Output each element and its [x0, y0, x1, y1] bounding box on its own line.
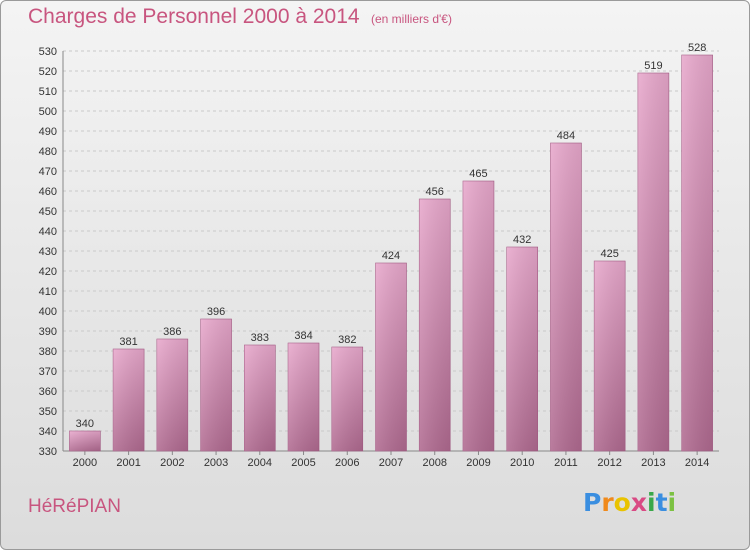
y-tick-label: 420 [39, 266, 57, 278]
logo-letter: i [667, 488, 677, 517]
proxiti-logo: Proxiti [583, 488, 676, 517]
x-tick-label: 2001 [116, 457, 140, 469]
y-tick-label: 440 [39, 226, 57, 238]
logo-letter: P [583, 488, 602, 517]
x-tick-label: 2003 [204, 457, 228, 469]
data-label: 425 [600, 248, 618, 260]
x-tick-label: 2008 [422, 457, 446, 469]
bar-shade [69, 431, 101, 451]
logo-letter: x [630, 488, 647, 517]
data-label: 396 [207, 306, 225, 318]
bar-shade [419, 199, 451, 451]
y-tick-label: 400 [39, 306, 57, 318]
y-tick-label: 450 [39, 206, 57, 218]
bar-shade [200, 319, 232, 451]
data-label: 340 [76, 418, 94, 430]
chart-title: Charges de Personnel 2000 à 2014 [28, 5, 360, 28]
x-tick-label: 2000 [73, 457, 97, 469]
data-label: 381 [119, 336, 137, 348]
data-label: 456 [426, 186, 444, 198]
x-tick-label: 2009 [466, 457, 490, 469]
data-label: 465 [469, 168, 487, 180]
x-tick-label: 2010 [510, 457, 534, 469]
x-tick-label: 2005 [291, 457, 315, 469]
bar-shade [550, 143, 582, 451]
commune-name: HéRéPIAN [28, 496, 121, 517]
y-tick-label: 480 [39, 146, 57, 158]
data-label: 519 [644, 60, 662, 72]
y-tick-label: 330 [39, 446, 57, 458]
x-tick-label: 2004 [248, 457, 272, 469]
logo-letter: t [655, 488, 668, 517]
bar-shade [156, 339, 188, 451]
data-label: 384 [294, 330, 312, 342]
logo-letter: i [647, 488, 656, 517]
y-tick-label: 350 [39, 406, 57, 418]
y-tick-label: 470 [39, 166, 57, 178]
data-label: 424 [382, 250, 400, 262]
bar-shade [375, 263, 407, 451]
y-tick-label: 360 [39, 386, 57, 398]
x-tick-label: 2012 [597, 457, 621, 469]
y-tick-label: 500 [39, 106, 57, 118]
logo-letter: o [613, 488, 631, 517]
y-tick-label: 490 [39, 126, 57, 138]
y-tick-label: 410 [39, 286, 57, 298]
x-tick-label: 2014 [685, 457, 709, 469]
y-tick-label: 510 [39, 86, 57, 98]
y-tick-label: 380 [39, 346, 57, 358]
y-tick-label: 370 [39, 366, 57, 378]
bar-shade [331, 347, 363, 451]
data-label: 528 [688, 42, 706, 54]
bar-shade [637, 73, 669, 451]
data-label: 386 [163, 326, 181, 338]
x-tick-label: 2013 [641, 457, 665, 469]
bar-shade [681, 55, 713, 451]
bar-shade [506, 247, 538, 451]
bar-shade [594, 261, 626, 451]
x-tick-label: 2007 [379, 457, 403, 469]
y-tick-label: 460 [39, 186, 57, 198]
y-tick-label: 390 [39, 326, 57, 338]
bar-shade [113, 349, 145, 451]
y-tick-label: 530 [39, 46, 57, 58]
data-label: 432 [513, 234, 531, 246]
x-tick-label: 2011 [554, 457, 578, 469]
x-tick-label: 2006 [335, 457, 359, 469]
y-tick-label: 520 [39, 66, 57, 78]
data-label: 382 [338, 334, 356, 346]
y-tick-label: 430 [39, 246, 57, 258]
data-label: 383 [251, 332, 269, 344]
bar-shade [462, 181, 494, 451]
y-tick-label: 340 [39, 426, 57, 438]
chart-subtitle: (en milliers d'€) [371, 12, 452, 26]
logo-letter: r [601, 488, 614, 517]
data-label: 484 [557, 130, 575, 142]
bar-shade [288, 343, 320, 451]
x-tick-label: 2002 [160, 457, 184, 469]
bar-shade [244, 345, 276, 451]
